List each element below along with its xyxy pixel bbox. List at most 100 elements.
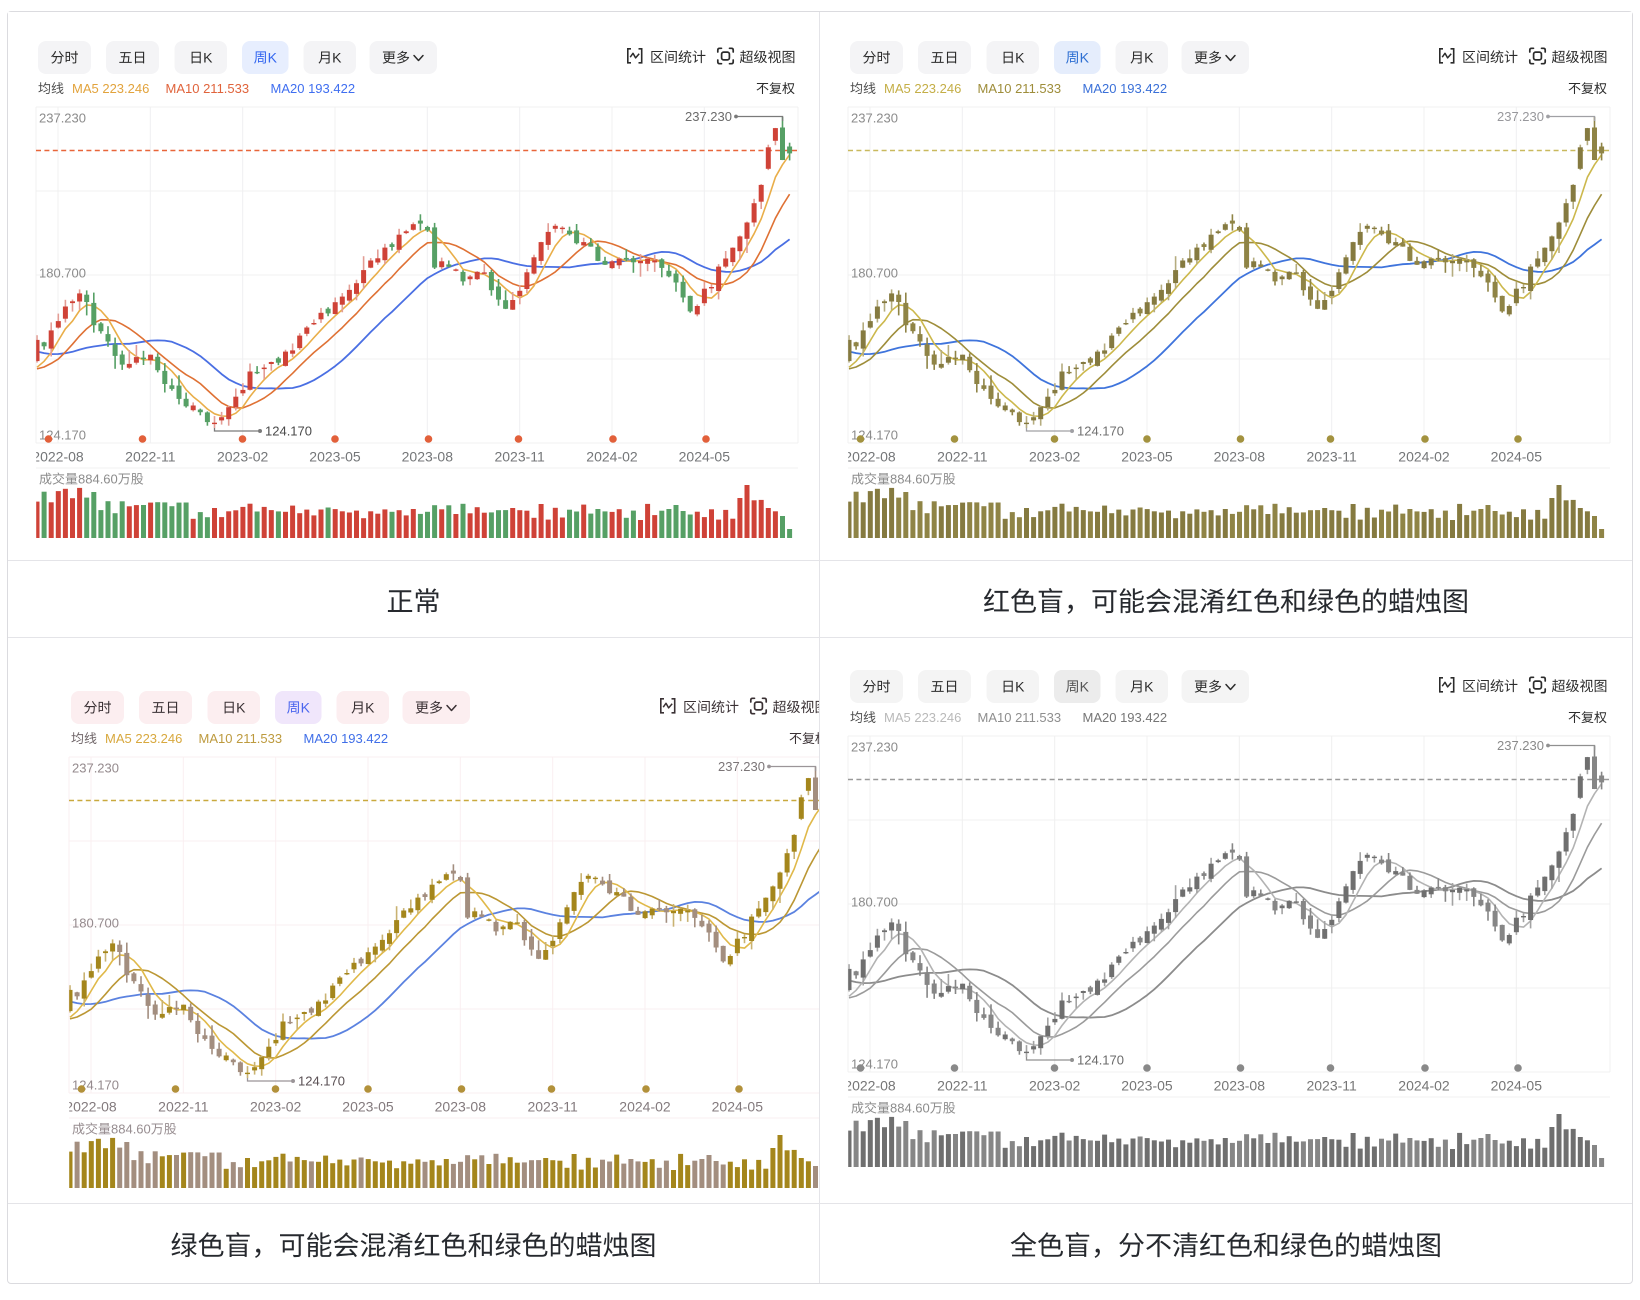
svg-text:区间统计: 区间统计 xyxy=(683,697,739,717)
svg-text:180.700: 180.700 xyxy=(39,266,86,281)
svg-text:超级视图: 超级视图 xyxy=(740,47,796,67)
svg-text:MA20 193.422: MA20 193.422 xyxy=(1083,81,1168,96)
svg-text:180.700: 180.700 xyxy=(72,916,119,931)
svg-text:2023-08: 2023-08 xyxy=(402,449,454,465)
svg-text:成交量884.60万股: 成交量884.60万股 xyxy=(851,469,956,488)
svg-text:2023-05: 2023-05 xyxy=(1121,1078,1173,1094)
svg-text:不复权: 不复权 xyxy=(1568,707,1607,726)
svg-text:成交量884.60万股: 成交量884.60万股 xyxy=(39,469,144,488)
svg-text:2022-08: 2022-08 xyxy=(844,1078,896,1094)
svg-text:2023-11: 2023-11 xyxy=(1306,1078,1357,1094)
svg-text:日K: 日K xyxy=(222,698,246,718)
svg-text:不复权: 不复权 xyxy=(1568,78,1607,97)
svg-text:2022-08: 2022-08 xyxy=(32,449,84,465)
svg-text:237.230: 237.230 xyxy=(718,759,765,774)
svg-text:月K: 月K xyxy=(318,48,342,68)
svg-text:不复权: 不复权 xyxy=(789,728,819,747)
svg-text:2023-08: 2023-08 xyxy=(1214,1078,1266,1094)
svg-text:周K: 周K xyxy=(1066,48,1090,68)
svg-text:日K: 日K xyxy=(1001,677,1025,697)
svg-text:分时: 分时 xyxy=(863,48,891,68)
svg-text:超级视图: 超级视图 xyxy=(1552,47,1608,67)
svg-text:124.170: 124.170 xyxy=(1077,424,1124,439)
svg-text:成交量884.60万股: 成交量884.60万股 xyxy=(851,1098,956,1117)
svg-text:2024-02: 2024-02 xyxy=(1398,1078,1450,1094)
svg-text:更多: 更多 xyxy=(1194,48,1222,68)
svg-text:2024-02: 2024-02 xyxy=(619,1099,671,1115)
svg-text:2024-02: 2024-02 xyxy=(586,449,638,465)
svg-text:237.230: 237.230 xyxy=(851,111,898,126)
svg-text:2023-02: 2023-02 xyxy=(217,449,269,465)
svg-text:2023-11: 2023-11 xyxy=(1306,449,1357,465)
svg-text:2022-11: 2022-11 xyxy=(125,449,176,465)
svg-text:2023-08: 2023-08 xyxy=(1214,449,1266,465)
svg-text:分时: 分时 xyxy=(863,677,891,697)
svg-text:2024-05: 2024-05 xyxy=(712,1099,764,1115)
svg-text:124.170: 124.170 xyxy=(265,424,312,439)
svg-text:MA20 193.422: MA20 193.422 xyxy=(271,81,356,96)
svg-text:MA5 223.246: MA5 223.246 xyxy=(72,81,149,96)
svg-text:180.700: 180.700 xyxy=(851,895,898,910)
svg-text:五日: 五日 xyxy=(931,48,959,68)
svg-text:MA5 223.246: MA5 223.246 xyxy=(105,731,182,746)
svg-text:2023-05: 2023-05 xyxy=(309,449,361,465)
svg-text:MA20 193.422: MA20 193.422 xyxy=(304,731,389,746)
svg-text:区间统计: 区间统计 xyxy=(1462,47,1518,67)
svg-text:超级视图: 超级视图 xyxy=(773,697,820,717)
svg-text:均线: 均线 xyxy=(850,707,876,726)
svg-text:2023-11: 2023-11 xyxy=(494,449,545,465)
svg-text:MA10 211.533: MA10 211.533 xyxy=(166,81,250,96)
svg-text:均线: 均线 xyxy=(71,728,97,747)
svg-text:2022-11: 2022-11 xyxy=(158,1099,209,1115)
svg-text:超级视图: 超级视图 xyxy=(1552,676,1608,696)
svg-text:月K: 月K xyxy=(1130,677,1154,697)
svg-text:237.230: 237.230 xyxy=(851,740,898,755)
svg-text:237.230: 237.230 xyxy=(39,111,86,126)
svg-text:124.170: 124.170 xyxy=(1077,1053,1124,1068)
svg-text:2022-08: 2022-08 xyxy=(65,1099,117,1115)
svg-text:五日: 五日 xyxy=(931,677,959,697)
svg-text:180.700: 180.700 xyxy=(851,266,898,281)
svg-text:周K: 周K xyxy=(287,698,311,718)
svg-text:2024-05: 2024-05 xyxy=(679,449,731,465)
svg-text:周K: 周K xyxy=(254,48,278,68)
svg-text:237.230: 237.230 xyxy=(1497,109,1544,124)
svg-text:2022-08: 2022-08 xyxy=(844,449,896,465)
svg-text:月K: 月K xyxy=(1130,48,1154,68)
svg-text:2023-02: 2023-02 xyxy=(1029,1078,1081,1094)
svg-text:MA5 223.246: MA5 223.246 xyxy=(884,710,961,725)
svg-text:2024-02: 2024-02 xyxy=(1398,449,1450,465)
svg-text:MA10 211.533: MA10 211.533 xyxy=(978,81,1062,96)
svg-text:237.230: 237.230 xyxy=(72,761,119,776)
svg-text:五日: 五日 xyxy=(152,698,180,718)
svg-text:MA5 223.246: MA5 223.246 xyxy=(884,81,961,96)
svg-text:2023-02: 2023-02 xyxy=(250,1099,302,1115)
svg-text:不复权: 不复权 xyxy=(756,78,795,97)
svg-text:2023-05: 2023-05 xyxy=(342,1099,394,1115)
svg-text:更多: 更多 xyxy=(382,48,410,68)
svg-text:MA20 193.422: MA20 193.422 xyxy=(1083,710,1168,725)
svg-text:周K: 周K xyxy=(1066,677,1090,697)
svg-text:区间统计: 区间统计 xyxy=(650,47,706,67)
svg-text:2023-11: 2023-11 xyxy=(527,1099,578,1115)
svg-text:MA10 211.533: MA10 211.533 xyxy=(978,710,1062,725)
svg-text:237.230: 237.230 xyxy=(685,109,732,124)
svg-text:2023-05: 2023-05 xyxy=(1121,449,1173,465)
svg-text:均线: 均线 xyxy=(38,78,64,97)
svg-text:均线: 均线 xyxy=(850,78,876,97)
svg-text:分时: 分时 xyxy=(51,48,79,68)
svg-text:区间统计: 区间统计 xyxy=(1462,676,1518,696)
svg-text:五日: 五日 xyxy=(119,48,147,68)
svg-text:日K: 日K xyxy=(189,48,213,68)
svg-text:MA10 211.533: MA10 211.533 xyxy=(199,731,283,746)
svg-text:2023-08: 2023-08 xyxy=(435,1099,487,1115)
svg-text:237.230: 237.230 xyxy=(1497,738,1544,753)
svg-text:更多: 更多 xyxy=(1194,677,1222,697)
svg-text:日K: 日K xyxy=(1001,48,1025,68)
svg-text:月K: 月K xyxy=(351,698,375,718)
svg-text:124.170: 124.170 xyxy=(298,1074,345,1089)
svg-text:2022-11: 2022-11 xyxy=(937,1078,988,1094)
svg-text:成交量884.60万股: 成交量884.60万股 xyxy=(72,1119,177,1138)
svg-text:分时: 分时 xyxy=(84,698,112,718)
svg-text:更多: 更多 xyxy=(415,698,443,718)
